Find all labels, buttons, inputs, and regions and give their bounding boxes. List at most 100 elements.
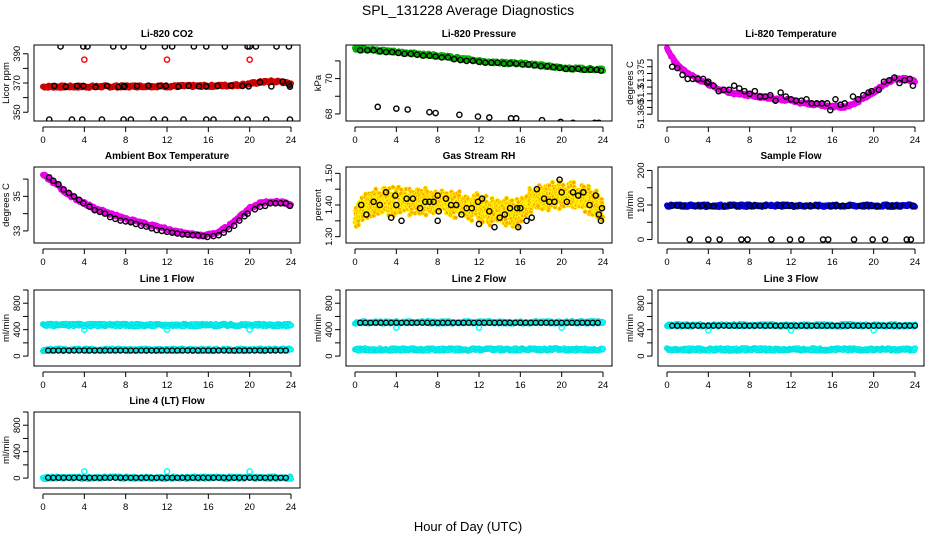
average-point bbox=[538, 116, 546, 121]
average-point bbox=[434, 192, 441, 199]
y-tick-label: 0 bbox=[324, 353, 335, 358]
average-point bbox=[869, 236, 876, 243]
average-point bbox=[239, 82, 246, 90]
average-point bbox=[881, 236, 889, 243]
series-average-zero bbox=[686, 236, 915, 243]
average-point bbox=[705, 78, 712, 85]
series-average bbox=[357, 176, 606, 231]
average-point bbox=[772, 97, 779, 104]
x-tick-label: 24 bbox=[286, 135, 297, 146]
average-point bbox=[591, 119, 598, 121]
x-tick-label: 8 bbox=[123, 380, 128, 391]
average-point bbox=[868, 202, 875, 209]
x-tick-label: 24 bbox=[286, 380, 297, 391]
average-point bbox=[202, 116, 210, 121]
average-point bbox=[592, 192, 600, 199]
average-point bbox=[686, 236, 694, 243]
average-point bbox=[776, 202, 783, 209]
x-tick-label: 16 bbox=[515, 380, 526, 391]
average-point bbox=[506, 60, 514, 67]
x-tick-label: 16 bbox=[515, 135, 526, 146]
average-point bbox=[587, 66, 594, 74]
x-tick-label: 20 bbox=[244, 135, 255, 146]
average-point bbox=[388, 48, 396, 56]
average-point bbox=[364, 47, 371, 54]
average-point bbox=[746, 90, 753, 98]
average-point bbox=[826, 106, 834, 114]
average-point bbox=[528, 214, 536, 221]
y-tick-label: 51.375 bbox=[636, 59, 647, 88]
panel-title: Li-820 CO2 bbox=[141, 29, 194, 40]
series-average bbox=[668, 63, 917, 114]
average-point bbox=[478, 195, 486, 202]
average-point bbox=[244, 210, 251, 217]
average-point bbox=[558, 189, 565, 196]
average-point bbox=[370, 198, 377, 206]
average-point bbox=[45, 116, 53, 121]
average-point bbox=[891, 74, 898, 81]
average-point bbox=[227, 82, 235, 89]
series-average-low bbox=[374, 103, 602, 121]
average-point bbox=[803, 95, 810, 103]
raw-point bbox=[287, 346, 294, 353]
average-point bbox=[262, 116, 270, 121]
average-point bbox=[407, 50, 415, 58]
average-point bbox=[401, 50, 408, 58]
average-point bbox=[725, 86, 733, 94]
average-point bbox=[551, 198, 558, 206]
average-point bbox=[70, 193, 78, 200]
series-raw-outliers bbox=[81, 56, 253, 63]
average-point bbox=[161, 116, 169, 121]
x-tick-label: 16 bbox=[515, 257, 526, 268]
average-point bbox=[597, 67, 605, 74]
average-point bbox=[824, 236, 832, 243]
average-point bbox=[517, 204, 524, 212]
y-axis: 1.301.401.50 bbox=[324, 164, 341, 246]
average-point bbox=[168, 45, 176, 50]
average-point bbox=[595, 211, 603, 218]
y-tick-label: 400 bbox=[12, 322, 23, 338]
average-point bbox=[84, 45, 91, 50]
average-point bbox=[841, 100, 849, 107]
average-point bbox=[727, 202, 735, 209]
x-axis: 0 4 8 12 16 20 24 bbox=[40, 371, 297, 391]
average-point bbox=[398, 217, 405, 225]
average-point bbox=[506, 204, 514, 212]
average-point bbox=[832, 95, 839, 103]
plot-frame bbox=[657, 166, 925, 244]
average-point bbox=[813, 202, 821, 209]
average-point bbox=[586, 201, 593, 209]
average-point bbox=[543, 62, 551, 70]
average-point bbox=[199, 232, 207, 240]
average-point bbox=[568, 65, 576, 73]
average-point bbox=[202, 45, 210, 50]
average-point bbox=[356, 47, 364, 54]
average-point bbox=[452, 201, 460, 209]
x-tick-label: 4 bbox=[82, 135, 87, 146]
average-point bbox=[391, 192, 399, 199]
average-point bbox=[120, 116, 127, 121]
average-point bbox=[80, 199, 87, 207]
y-tick-label: 1.30 bbox=[324, 227, 335, 246]
series-average-high bbox=[57, 45, 293, 50]
average-point bbox=[496, 214, 503, 221]
y-tick-label: 1.50 bbox=[324, 164, 335, 183]
series-raw bbox=[352, 178, 606, 230]
average-point bbox=[103, 82, 111, 90]
raw-point bbox=[246, 56, 253, 63]
average-point bbox=[73, 82, 81, 90]
y-axis-label: degrees C bbox=[625, 61, 636, 105]
x-tick-label: 20 bbox=[244, 257, 255, 268]
y-axis-label: ml/min bbox=[313, 314, 324, 342]
average-point bbox=[909, 202, 917, 209]
raw-point bbox=[571, 179, 577, 186]
average-point bbox=[556, 176, 563, 183]
figure-title: SPL_131228 Average Diagnostics bbox=[362, 2, 574, 18]
raw-point bbox=[456, 188, 463, 195]
average-point bbox=[574, 65, 582, 73]
raw-point bbox=[355, 222, 361, 228]
